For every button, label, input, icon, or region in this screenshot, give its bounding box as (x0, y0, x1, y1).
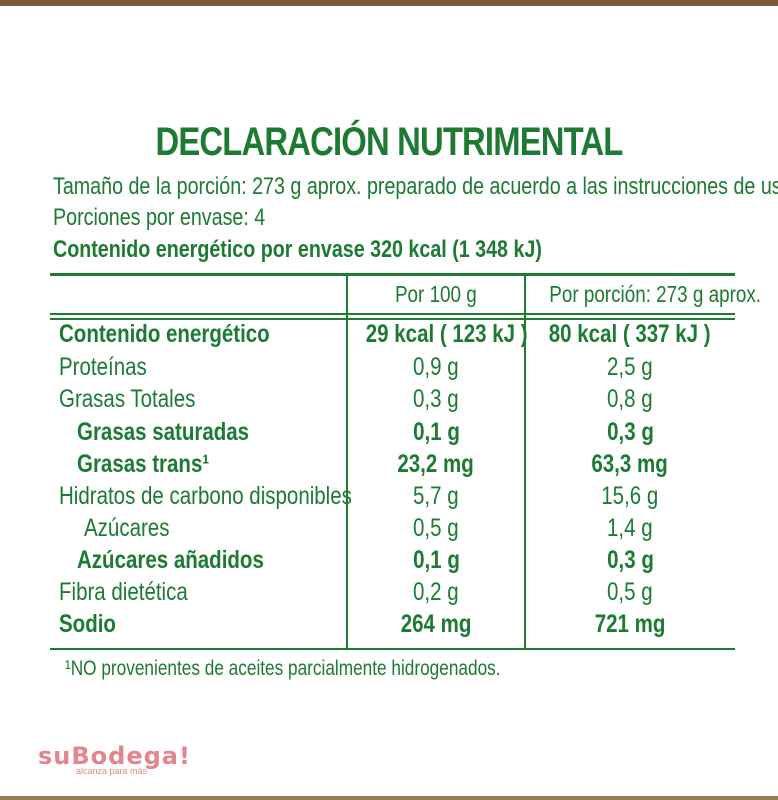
value-per-100g: 0,1 g (412, 418, 460, 446)
value-per-100g: 0,3 g (413, 385, 459, 413)
value-per-serving: 0,5 g (607, 578, 653, 606)
table-row: Proteínas 0,9 g 2,5 g (0, 353, 778, 385)
column-divider-1 (346, 274, 348, 649)
value-per-serving: 1,4 g (607, 514, 653, 542)
column-divider-2 (524, 274, 526, 649)
table-row: Grasas saturadas 0,1 g 0,3 g (0, 418, 778, 450)
label-title: DECLARACIÓN NUTRIMENTAL (155, 120, 623, 164)
table-row: Grasas Totales 0,3 g 0,8 g (0, 385, 778, 417)
nutrient-label: Proteínas (59, 353, 147, 381)
value-per-100g: 0,5 g (413, 514, 459, 542)
header-rule-top (50, 313, 735, 315)
value-per-serving: 0,8 g (607, 385, 653, 413)
nutrient-label: Azúcares (84, 514, 170, 542)
brand-logo: suBodega! (38, 742, 191, 770)
value-per-serving: 2,5 g (607, 353, 653, 381)
header-rule-bottom (50, 318, 735, 320)
servings-per-container-text: Porciones por envase: 4 (53, 204, 266, 231)
nutrient-label: Grasas saturadas (77, 418, 250, 446)
nutrient-label: Contenido energético (59, 320, 270, 348)
table-bottom-rule (50, 648, 735, 650)
value-per-100g: 0,1 g (412, 546, 460, 574)
nutrient-label: Grasas trans¹ (77, 450, 210, 478)
table-top-rule (50, 273, 735, 276)
value-per-serving: 721 mg (594, 610, 666, 638)
value-per-100g: 0,2 g (413, 578, 459, 606)
table-row: Hidratos de carbono disponibles 5,7 g 15… (0, 482, 778, 514)
energy-per-container-text: Contenido energético por envase 320 kcal… (53, 236, 542, 263)
serving-size-text: Tamaño de la porción: 273 g aprox. prepa… (53, 173, 778, 200)
value-per-100g: 29 kcal ( 123 kJ ) (365, 320, 528, 348)
value-per-100g: 264 mg (400, 610, 472, 638)
table-row: Azúcares añadidos 0,1 g 0,3 g (0, 546, 778, 578)
table-row: Contenido energético 29 kcal ( 123 kJ ) … (0, 320, 778, 352)
bottom-border-strip (0, 796, 778, 800)
nutrient-label: Azúcares añadidos (77, 546, 264, 574)
value-per-100g: 23,2 mg (397, 450, 475, 478)
value-per-serving: 0,3 g (606, 546, 654, 574)
table-row: Azúcares 0,5 g 1,4 g (0, 514, 778, 546)
nutrient-label: Sodio (59, 610, 116, 638)
table-row: Grasas trans¹ 23,2 mg 63,3 mg (0, 450, 778, 482)
footnote: ¹NO provenientes de aceites parcialmente… (65, 657, 501, 680)
table-row: Fibra dietética 0,2 g 0,5 g (0, 578, 778, 610)
value-per-serving: 80 kcal ( 337 kJ ) (549, 320, 711, 348)
brand-watermark: suBodega! alcanza para más (38, 742, 191, 776)
value-per-serving: 0,3 g (606, 418, 654, 446)
value-per-serving: 63,3 mg (591, 450, 669, 478)
brand-tagline: alcanza para más (76, 766, 148, 776)
header-per-serving: Por porción: 273 g aprox. (549, 281, 762, 307)
header-per-100g: Por 100 g (395, 281, 477, 307)
top-border-strip (0, 0, 778, 6)
nutrient-label: Grasas Totales (59, 385, 196, 413)
value-per-100g: 0,9 g (413, 353, 459, 381)
table-row: Sodio 264 mg 721 mg (0, 610, 778, 642)
nutrient-label: Hidratos de carbono disponibles (59, 482, 352, 510)
value-per-serving: 15,6 g (601, 482, 659, 510)
value-per-100g: 5,7 g (413, 482, 459, 510)
nutrient-label: Fibra dietética (59, 578, 188, 606)
